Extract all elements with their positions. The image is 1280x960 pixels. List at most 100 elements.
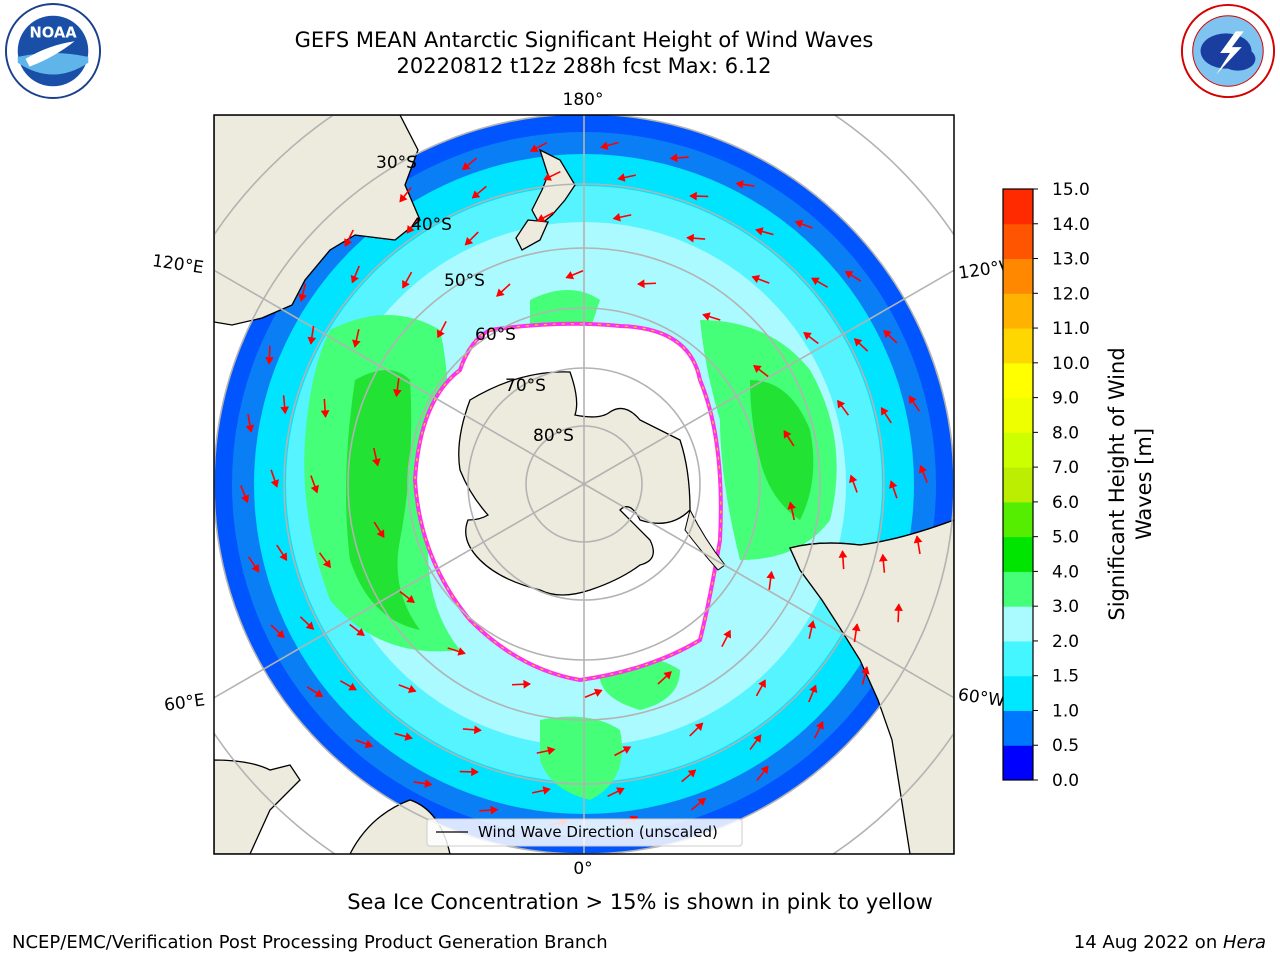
wind-wave-arrow-head (883, 329, 892, 339)
wind-wave-arrow-head (600, 141, 609, 150)
wind-wave-arrow-head (815, 721, 824, 730)
wind-wave-arrow-head (402, 280, 410, 289)
wind-wave-arrow-head (879, 553, 888, 562)
colorbar-tick-label: 14.0 (1052, 215, 1090, 235)
wind-wave-arrow-head (837, 399, 846, 409)
wind-wave-arrow-head (251, 563, 260, 573)
chart-subtitle: 20220812 t12z 288h fcst Max: 6.12 (396, 54, 772, 78)
colorbar-segment (1003, 710, 1033, 746)
wind-wave-arrow-head (356, 628, 365, 637)
wind-wave-arrow-head (547, 746, 556, 756)
wind-wave-arrow-head (723, 629, 732, 639)
lon-label-0: 0° (573, 859, 592, 879)
wind-wave-arrow-head (880, 406, 889, 416)
wind-wave-arrow-head (372, 458, 381, 467)
wind-wave-arrow-head (809, 684, 818, 694)
wind-wave-arrow-head (758, 679, 766, 688)
wind-wave-arrow-head (457, 647, 466, 656)
wind-wave-arrow-head (344, 238, 353, 247)
lon-label-60w: 60°W (957, 685, 1006, 711)
colorbar-label-line2: Waves [m] (1132, 428, 1156, 540)
wind-wave-arrow-head (844, 270, 854, 279)
wind-wave-arrow-head (320, 410, 330, 418)
wind-wave-arrow-head (305, 621, 315, 630)
colorbar-segment (1003, 432, 1033, 468)
wind-wave-arrow-head (794, 219, 804, 229)
wind-wave-arrow-head (593, 688, 603, 697)
colorbar-segment (1003, 745, 1033, 781)
colorbar-segment (1003, 258, 1033, 294)
date-stamp: 14 Aug 2022 on Hera (1074, 932, 1266, 953)
wind-wave-arrow-head (376, 529, 385, 539)
wind-wave-arrow-head (918, 464, 927, 474)
wind-wave-arrow-head (760, 765, 769, 775)
colorbar-tick-label: 0.0 (1052, 771, 1079, 791)
colorbar-tick-label: 8.0 (1052, 423, 1079, 443)
wind-wave-arrow-head (399, 193, 408, 203)
colorbar-tick-label: 4.0 (1052, 562, 1079, 582)
wind-wave-arrow-head (861, 666, 870, 675)
wind-wave-arrow-head (702, 312, 711, 321)
wind-wave-arrow-head (536, 214, 546, 222)
wind-wave-arrow-head (406, 595, 415, 604)
noaa-logo: NOAA (4, 2, 102, 100)
wind-wave-arrow-head (753, 734, 762, 743)
wind-wave-arrow-head (322, 559, 331, 569)
date-text: 14 Aug 2022 on (1073, 932, 1223, 953)
wind-wave-arrow-head (490, 805, 499, 815)
colorbar-segment (1003, 467, 1033, 503)
colorbar-segment (1003, 571, 1033, 607)
colorbar-tick-label: 10.0 (1052, 354, 1090, 374)
wind-wave-arrow-head (669, 153, 678, 163)
nws-logo (1180, 3, 1276, 99)
wind-wave-arrow-head (811, 277, 820, 286)
wind-wave-arrow-head (889, 480, 898, 489)
lat-label-30s: 30°S (376, 153, 417, 173)
wind-wave-arrow-head (622, 746, 632, 754)
wind-wave-arrow-head (461, 162, 471, 171)
colorbar-tick-label: 13.0 (1052, 250, 1090, 270)
wind-wave-arrow-head (686, 233, 695, 243)
colorbar-tick-label: 6.0 (1052, 493, 1079, 513)
wind-wave-arrow-head (298, 293, 307, 302)
wind-wave-arrow-head (350, 274, 359, 284)
colorbar-segment (1003, 536, 1033, 572)
lat-label-40s: 40°S (411, 215, 452, 235)
wind-wave-arrow-head (636, 279, 645, 289)
wind-wave-arrow-head (464, 237, 474, 246)
wind-wave-arrow-head (407, 684, 417, 694)
wind-wave-arrow-head (803, 331, 812, 340)
credit-line: NCEP/EMC/Verification Post Processing Pr… (12, 932, 608, 953)
lon-label-120e: 120°E (151, 251, 205, 278)
wind-wave-arrow-head (471, 190, 481, 199)
wind-wave-arrow-head (787, 501, 796, 510)
wind-wave-arrow-head (307, 336, 317, 345)
wind-wave-arrow-head (697, 797, 707, 806)
colorbar-tick-label: 3.0 (1052, 597, 1079, 617)
lat-label-50s: 50°S (444, 271, 485, 291)
wind-wave-arrow-head (735, 180, 744, 189)
colorbar-segment (1003, 189, 1033, 225)
wind-wave-arrow-head (280, 406, 289, 415)
colorbar-tick-label: 2.0 (1052, 632, 1079, 652)
wind-wave-arrow-head (348, 682, 357, 691)
wind-wave-arrow-head (783, 429, 792, 439)
wind-wave-arrow-head (565, 271, 575, 280)
wind-wave-arrow-head (849, 474, 858, 484)
wind-wave-arrow-head (406, 225, 415, 234)
lat-label-60s: 60°S (475, 325, 516, 345)
colorbar-segment (1003, 501, 1033, 538)
sea-ice-note: Sea Ice Concentration > 15% is shown in … (347, 890, 933, 914)
wind-wave-arrow-head (523, 679, 532, 689)
wind-wave-arrow-head (404, 732, 413, 741)
colorbar-label-line1: Significant Height of Wind (1105, 347, 1129, 620)
colorbar-tick-label: 9.0 (1052, 389, 1079, 409)
svg-text:NOAA: NOAA (29, 24, 77, 41)
wind-wave-arrow-head (314, 689, 324, 698)
wind-wave-arrow-head (616, 787, 625, 796)
wind-wave-arrow-head (807, 620, 816, 629)
wind-wave-arrow-head (894, 603, 903, 611)
colorbar-segment (1003, 223, 1033, 260)
wind-wave-arrow-head (663, 671, 672, 680)
wind-wave-arrow-head (265, 357, 274, 365)
